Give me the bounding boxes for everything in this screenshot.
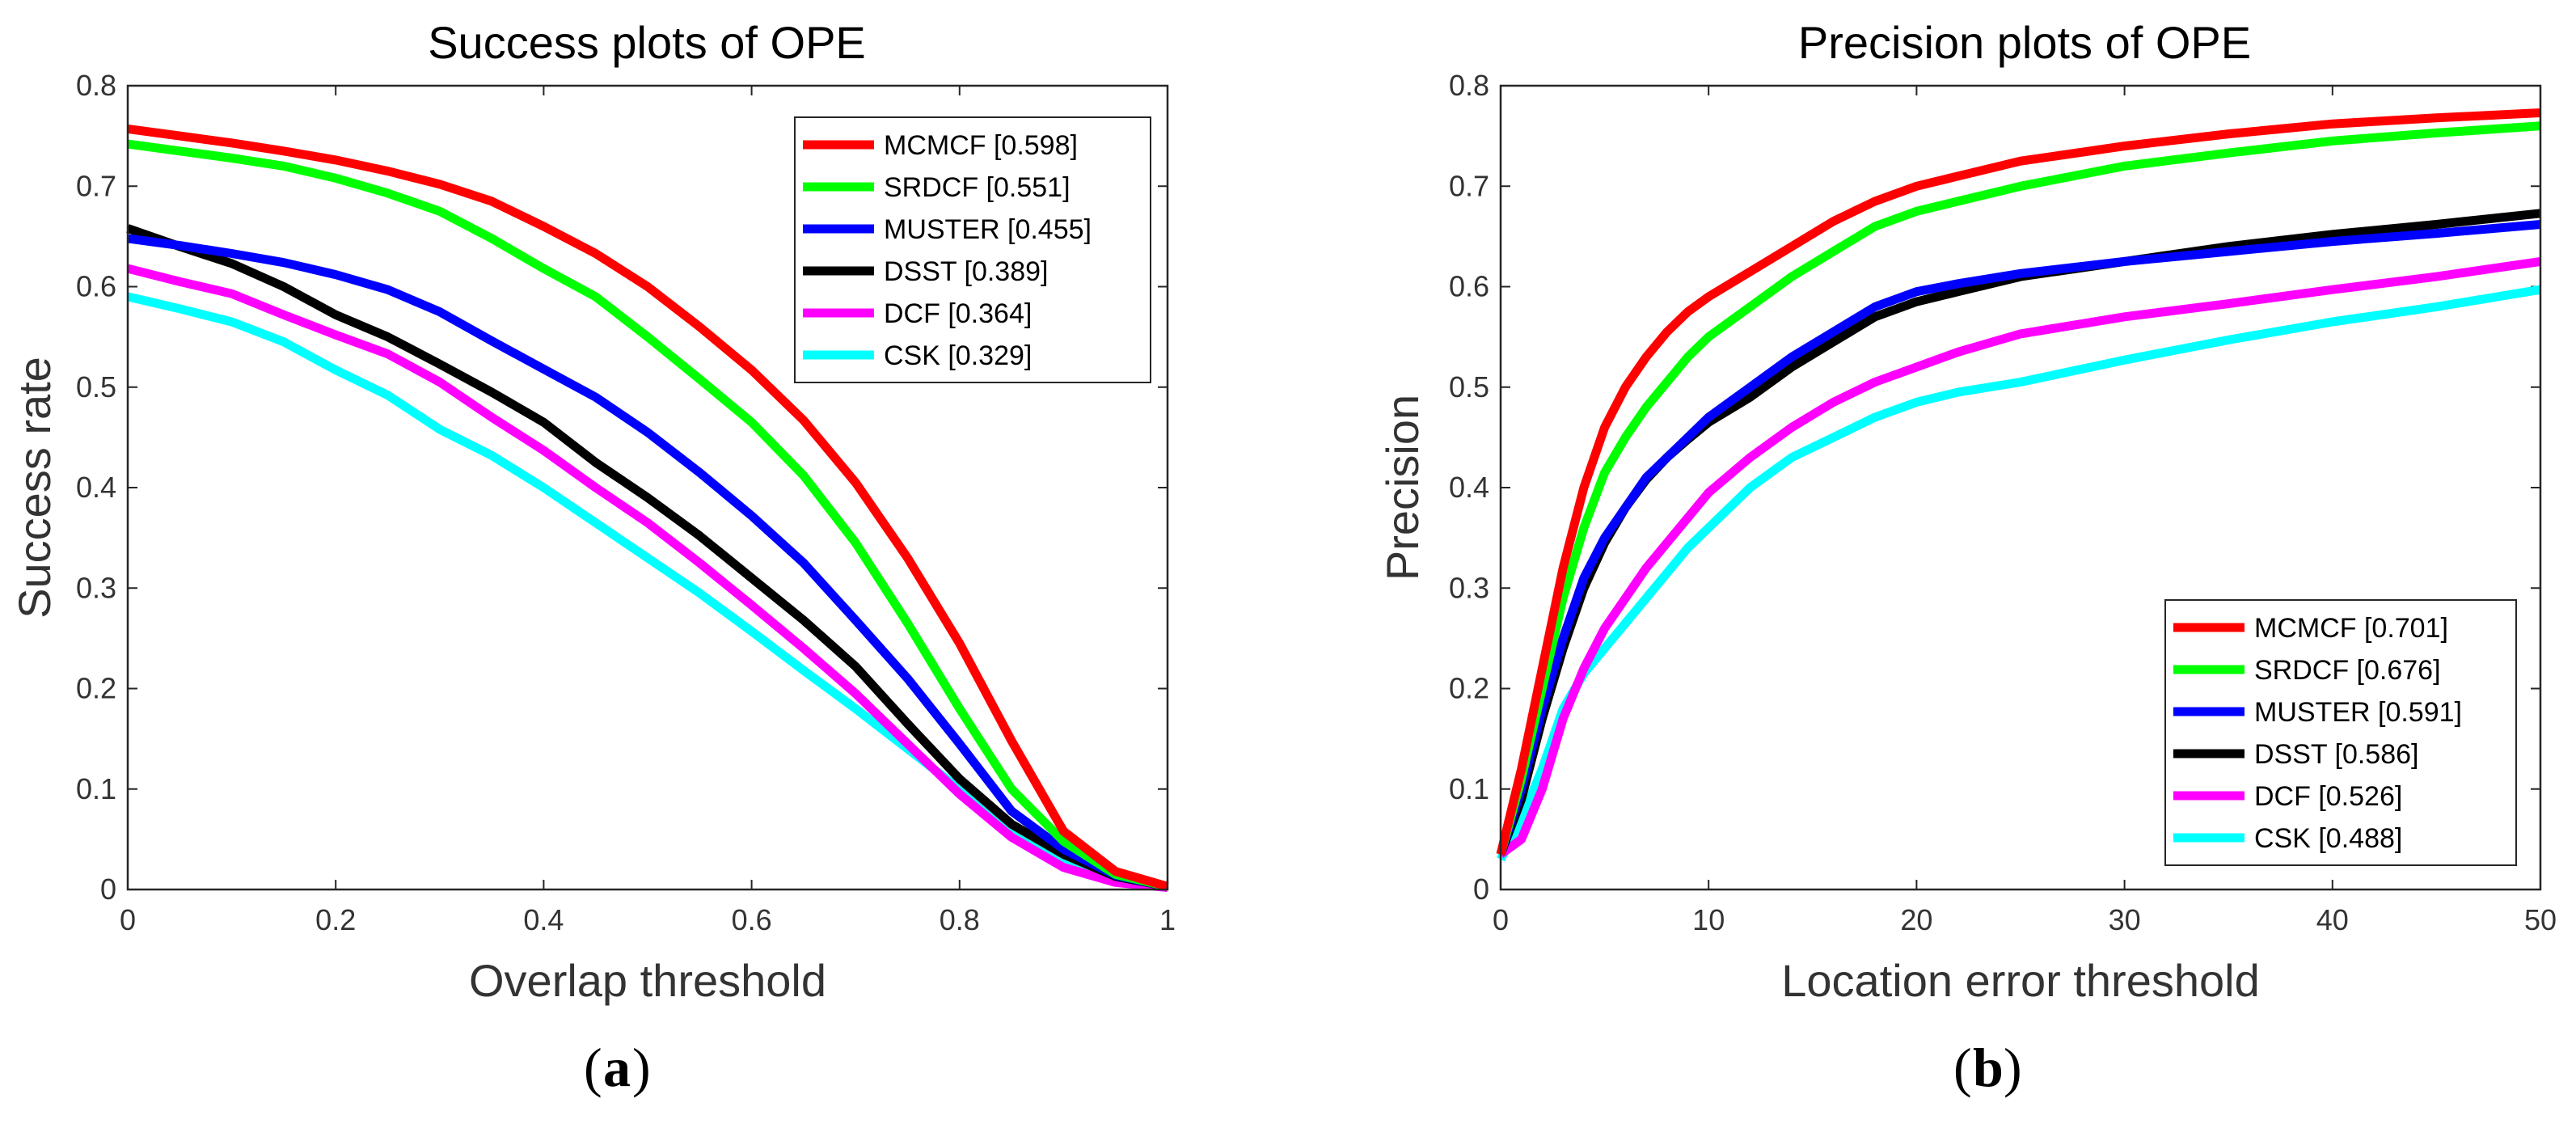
success-legend-label-4: DCF [0.364]: [884, 298, 1032, 329]
precision-plot-title: Precision plots of OPE: [1798, 17, 2251, 68]
precision-legend-label-5: CSK [0.488]: [2254, 823, 2402, 854]
precision-legend-label-3: DSST [0.586]: [2254, 739, 2419, 770]
precision-legend-label-1: SRDCF [0.676]: [2254, 655, 2441, 686]
success-legend: MCMCF [0.598] SRDCF [0.551] MUSTER [0.455]…: [794, 116, 1151, 383]
success-x-ticks: 0 0.2 0.4 0.6 0.8 1: [120, 86, 1176, 936]
svg-text:): ): [632, 1037, 651, 1098]
precision-x-tick-label: 0: [1493, 903, 1509, 936]
success-x-axis-label: Overlap threshold: [469, 955, 826, 1006]
precision-y-tick-label: 0.2: [1449, 672, 1489, 705]
success-x-tick-label: 0.6: [732, 903, 772, 936]
precision-series: [1496, 108, 2541, 862]
success-axes-box: [126, 84, 1169, 891]
success-legend-label-1: SRDCF [0.551]: [884, 172, 1071, 203]
precision-y-tick-label: 0.8: [1449, 69, 1489, 102]
precision-y-tick-label: 0: [1473, 873, 1489, 906]
precision-series-line-1: [1496, 121, 2541, 856]
success-series-line-5: [126, 292, 1168, 892]
precision-axes-box: [1499, 84, 2542, 891]
success-series-line-4: [126, 264, 1168, 892]
success-y-tick-label: 0.5: [76, 370, 116, 404]
precision-legend-box: [2164, 599, 2517, 866]
success-y-tick-label: 0.2: [76, 672, 116, 705]
success-series-line-2: [127, 234, 1169, 891]
success-x-tick-label: 0.8: [940, 903, 980, 936]
precision-x-tick-label: 10: [1692, 903, 1725, 936]
caption-a: ( a ): [584, 1037, 651, 1098]
precision-y-tick-label: 0.1: [1449, 772, 1489, 805]
precision-y-tick-label: 0.6: [1449, 270, 1489, 303]
precision-x-tick-label: 30: [2109, 903, 2141, 936]
precision-legend: MCMCF [0.701] SRDCF [0.676] MUSTER [0.591]…: [2164, 599, 2517, 866]
precision-x-axis-label: Location error threshold: [1781, 955, 2259, 1006]
caption-a-letter: a: [603, 1037, 631, 1098]
success-legend-label-3: DSST [0.389]: [884, 256, 1049, 287]
precision-x-ticks: 0 10 20 30 40 50: [1493, 86, 2557, 936]
precision-series-line-4: [1497, 256, 2541, 858]
success-legend-label-2: MUSTER [0.455]: [884, 214, 1092, 245]
success-x-tick-label: 0: [120, 903, 136, 936]
success-plot-panel: Success plots of OPE 0 0.2 0.4 0.6 0.8 1 0 0.1…: [9, 17, 1176, 1098]
precision-series-line-2: [1496, 220, 2541, 856]
precision-y-tick-label: 0.7: [1449, 169, 1489, 202]
success-y-axis-label: Success rate: [9, 357, 60, 619]
precision-y-tick-label: 0.3: [1449, 571, 1489, 604]
precision-x-tick-label: 20: [1900, 903, 1932, 936]
precision-plot-panel: Precision plots of OPE 0 10 20 30 40 50 00.10…: [1377, 17, 2557, 1098]
precision-legend-label-0: MCMCF [0.701]: [2254, 613, 2448, 644]
precision-x-tick-label: 50: [2524, 903, 2557, 936]
success-series: [126, 124, 1169, 892]
success-legend-box: [794, 116, 1151, 383]
precision-y-tick-label: 0.5: [1449, 370, 1489, 404]
success-y-tick-label: 0.8: [76, 69, 116, 102]
precision-y-tick-label: 0.4: [1449, 471, 1489, 504]
svg-text:(: (: [1953, 1037, 1972, 1098]
success-x-tick-label: 0.4: [523, 903, 564, 936]
success-y-tick-label: 0.1: [76, 772, 116, 805]
precision-legend-label-2: MUSTER [0.591]: [2254, 697, 2462, 728]
precision-y-axis-label: Precision: [1377, 395, 1428, 581]
success-y-tick-label: 0: [100, 873, 116, 906]
precision-y-ticks: 0 0.1 0.2 0.3 0.4 0.5 0.6 0.7 0.8: [1449, 69, 2540, 906]
success-y-tick-label: 0.4: [76, 471, 116, 504]
success-legend-label-5: CSK [0.329]: [884, 340, 1032, 371]
success-series-line-1: [127, 139, 1169, 891]
success-x-tick-label: 1: [1159, 903, 1176, 936]
precision-series-line-0: [1496, 108, 2541, 856]
success-x-tick-label: 0.2: [315, 903, 356, 936]
precision-legend-label-4: DCF [0.526]: [2254, 781, 2402, 812]
svg-text:(: (: [584, 1037, 602, 1098]
success-y-ticks: 0 0.1 0.2 0.3 0.4 0.5 0.6 0.7 0.8: [76, 69, 1168, 906]
success-series-line-3: [126, 224, 1169, 891]
success-y-tick-label: 0.3: [76, 571, 116, 604]
success-legend-label-0: MCMCF [0.598]: [884, 130, 1078, 161]
success-plot-title: Success plots of OPE: [428, 17, 866, 68]
success-series-line-0: [127, 124, 1169, 891]
svg-text:): ): [2004, 1037, 2022, 1098]
success-y-tick-label: 0.6: [76, 270, 116, 303]
caption-b-letter: b: [1973, 1037, 2004, 1098]
caption-b: ( b ): [1953, 1037, 2022, 1098]
success-y-tick-label: 0.7: [76, 169, 116, 202]
precision-x-tick-label: 40: [2316, 903, 2349, 936]
